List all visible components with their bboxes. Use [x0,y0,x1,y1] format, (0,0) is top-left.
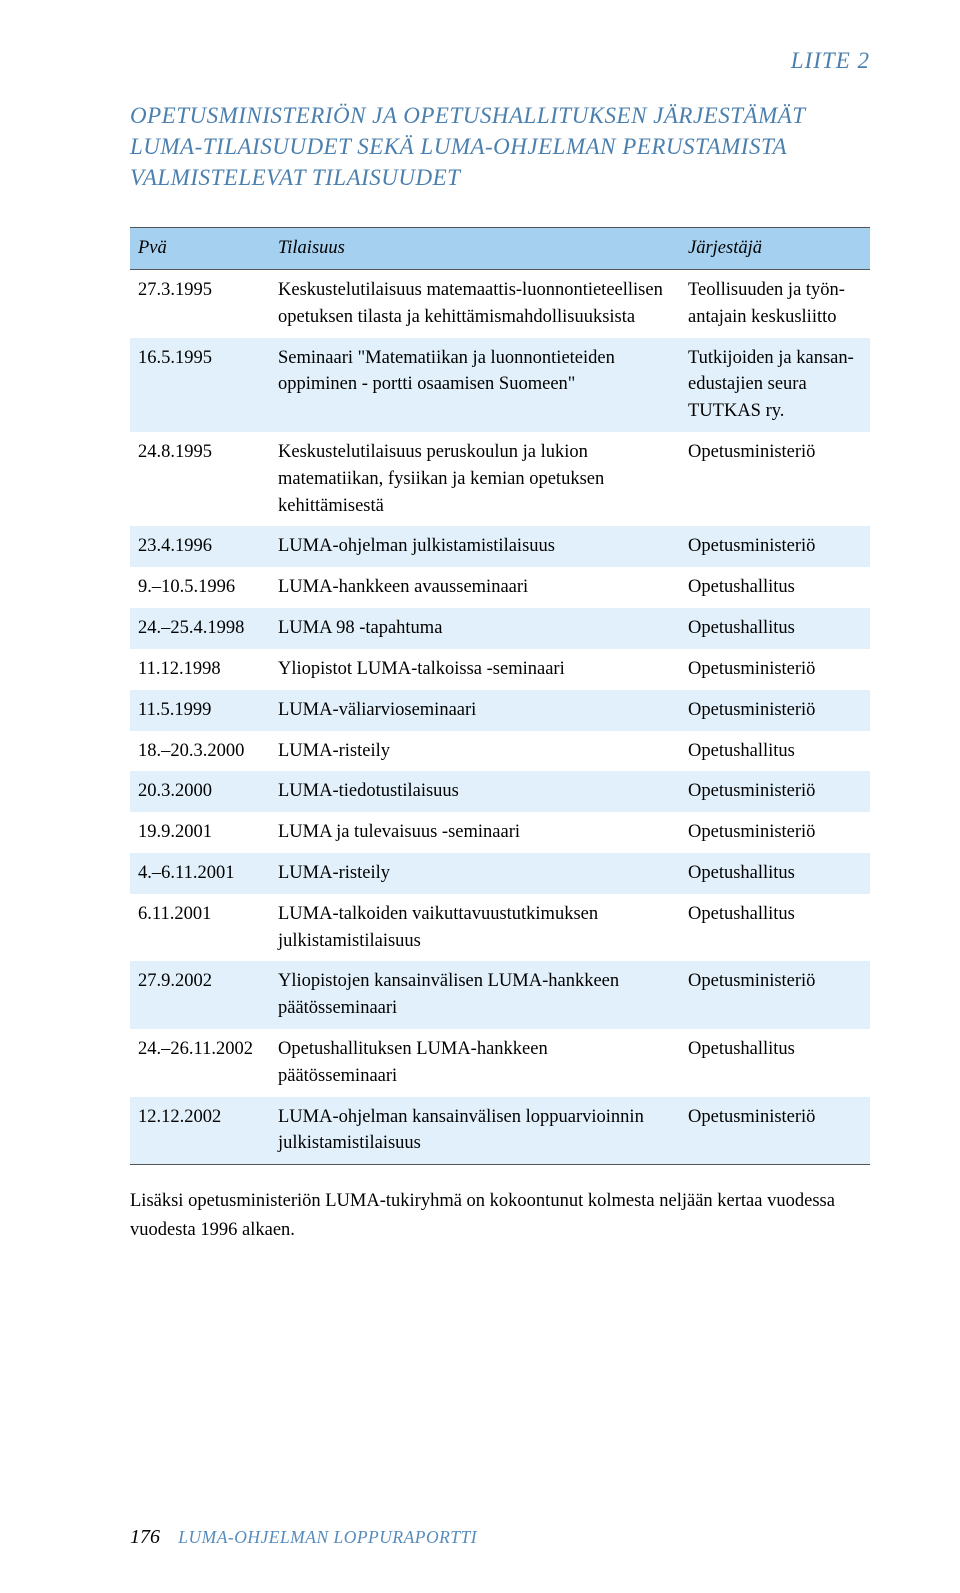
cell-event: LUMA-ohjelman julkistamistilaisuus [270,526,680,567]
cell-date: 20.3.2000 [130,771,270,812]
document-page: LIITE 2 OPETUSMINISTERIÖN JA OPETUSHALLI… [0,0,960,1593]
cell-organizer: Opetushallitus [680,1029,870,1097]
cell-organizer: Opetushallitus [680,608,870,649]
table-row: 27.3.1995Keskustelutilaisuus matemaattis… [130,269,870,337]
cell-event: Yliopistojen kansainvälisen LUMA-hankkee… [270,961,680,1029]
cell-event: LUMA-tiedotustilaisuus [270,771,680,812]
cell-event: Keskustelutilaisuus peruskoulun ja lukio… [270,432,680,526]
table-row: 19.9.2001LUMA ja tulevaisuus -seminaariO… [130,812,870,853]
cell-organizer: Opetusministeriö [680,690,870,731]
cell-date: 9.–10.5.1996 [130,567,270,608]
cell-organizer: Opetusministeriö [680,1097,870,1165]
table-row: 11.12.1998Yliopistot LUMA-talkoissa -sem… [130,649,870,690]
cell-date: 19.9.2001 [130,812,270,853]
publication-title: LUMA-OHJELMAN LOPPURAPORTTI [178,1527,477,1547]
table-header-row: Pvä Tilaisuus Järjestäjä [130,228,870,270]
cell-date: 6.11.2001 [130,894,270,962]
cell-date: 11.12.1998 [130,649,270,690]
table-row: 18.–20.3.2000LUMA-risteilyOpetushallitus [130,731,870,772]
table-row: 24.–26.11.2002Opetushallituksen LUMA-han… [130,1029,870,1097]
table-row: 9.–10.5.1996LUMA-hankkeen avausseminaari… [130,567,870,608]
table-body: 27.3.1995Keskustelutilaisuus matemaattis… [130,269,870,1164]
page-footer: 176 LUMA-OHJELMAN LOPPURAPORTTI [130,1526,477,1549]
cell-event: LUMA ja tulevaisuus -seminaari [270,812,680,853]
cell-event: LUMA-ohjelman kansainvälisen loppu­arvio… [270,1097,680,1165]
page-title: OPETUSMINISTERIÖN JA OPETUSHALLITUKSEN J… [130,100,870,193]
cell-date: 27.9.2002 [130,961,270,1029]
table-row: 16.5.1995Seminaari "Matematiikan ja luon… [130,338,870,432]
table-row: 6.11.2001LUMA-talkoiden vaikuttavuustutk… [130,894,870,962]
appendix-label: LIITE 2 [130,48,870,74]
table-row: 12.12.2002LUMA-ohjelman kansainvälisen l… [130,1097,870,1165]
cell-organizer: Opetushallitus [680,894,870,962]
cell-event: LUMA 98 -tapahtuma [270,608,680,649]
cell-organizer: Opetusministeriö [680,812,870,853]
cell-organizer: Opetusministeriö [680,771,870,812]
cell-event: Opetushallituksen LUMA-hankkeen päätösse… [270,1029,680,1097]
cell-organizer: Teollisuuden ja työn­antajain keskusliit… [680,269,870,337]
cell-event: LUMA-hankkeen avausseminaari [270,567,680,608]
cell-organizer: Tutkijoiden ja kansan­edustajien seura T… [680,338,870,432]
cell-event: LUMA-risteily [270,853,680,894]
col-header-date: Pvä [130,228,270,270]
cell-date: 24.–26.11.2002 [130,1029,270,1097]
cell-event: Keskustelutilaisuus matemaattis-luonnon­… [270,269,680,337]
cell-date: 23.4.1996 [130,526,270,567]
cell-event: LUMA-talkoiden vaikuttavuustutkimuksen j… [270,894,680,962]
table-row: 24.–25.4.1998LUMA 98 -tapahtumaOpetushal… [130,608,870,649]
cell-event: LUMA-väliarvioseminaari [270,690,680,731]
col-header-event: Tilaisuus [270,228,680,270]
cell-event: Seminaari "Matematiikan ja luonnontietei… [270,338,680,432]
cell-organizer: Opetushallitus [680,731,870,772]
table-row: 24.8.1995Keskustelutilaisuus peruskoulun… [130,432,870,526]
cell-date: 24.8.1995 [130,432,270,526]
cell-date: 27.3.1995 [130,269,270,337]
table-row: 20.3.2000LUMA-tiedotustilaisuusOpetusmin… [130,771,870,812]
footnote-text: Lisäksi opetusministeriön LUMA-tukiryhmä… [130,1187,870,1244]
cell-date: 16.5.1995 [130,338,270,432]
col-header-organizer: Järjestäjä [680,228,870,270]
cell-event: LUMA-risteily [270,731,680,772]
table-row: 11.5.1999LUMA-väliarvioseminaariOpetusmi… [130,690,870,731]
cell-date: 18.–20.3.2000 [130,731,270,772]
cell-date: 24.–25.4.1998 [130,608,270,649]
cell-organizer: Opetushallitus [680,853,870,894]
cell-date: 11.5.1999 [130,690,270,731]
cell-organizer: Opetushallitus [680,567,870,608]
events-table: Pvä Tilaisuus Järjestäjä 27.3.1995Keskus… [130,227,870,1165]
cell-event: Yliopistot LUMA-talkoissa -seminaari [270,649,680,690]
cell-date: 12.12.2002 [130,1097,270,1165]
cell-organizer: Opetusministeriö [680,961,870,1029]
page-number: 176 [130,1526,160,1548]
cell-organizer: Opetusministeriö [680,649,870,690]
table-row: 23.4.1996LUMA-ohjelman julkistamistilais… [130,526,870,567]
table-row: 4.–6.11.2001LUMA-risteilyOpetushallitus [130,853,870,894]
table-row: 27.9.2002Yliopistojen kansainvälisen LUM… [130,961,870,1029]
cell-organizer: Opetusministeriö [680,526,870,567]
cell-organizer: Opetusministeriö [680,432,870,526]
cell-date: 4.–6.11.2001 [130,853,270,894]
